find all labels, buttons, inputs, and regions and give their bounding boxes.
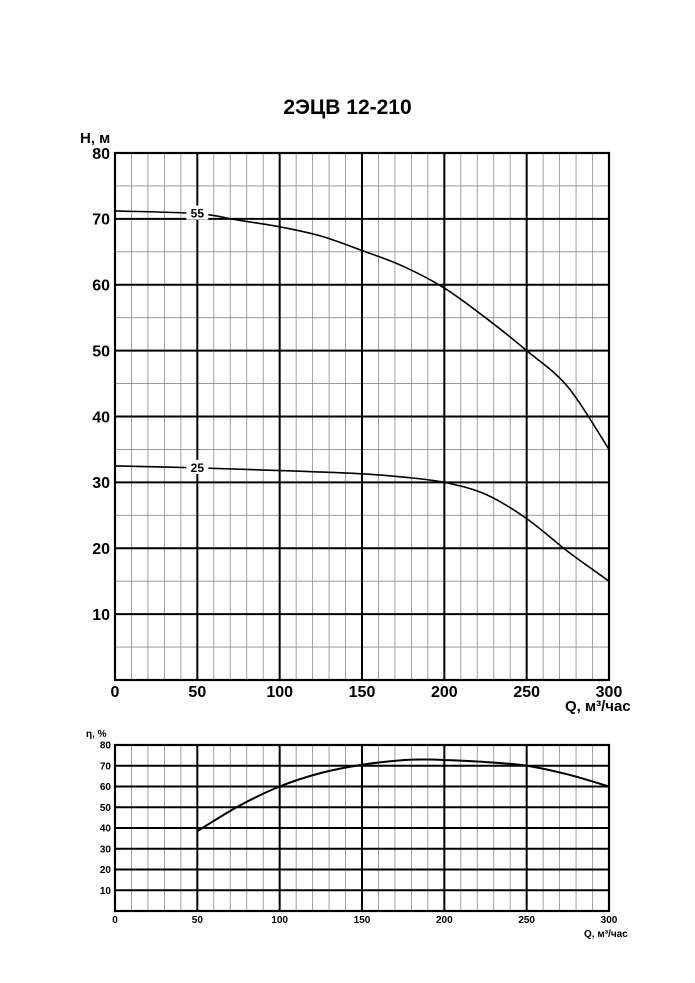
head-series-label-bg [186,205,209,220]
eff-y-tick-label: 30 [100,844,112,855]
head-x-tick-label: 150 [349,684,376,701]
head-y-tick-label: 30 [92,475,110,492]
eff-x-tick-label: 150 [354,915,371,926]
head-x-tick-label: 50 [188,684,206,701]
eff-series-line-0 [196,758,610,832]
head-y-tick-label: 40 [92,409,110,426]
head-series-line-0 [114,210,610,450]
head-y-tick-label: 20 [92,541,110,558]
head-y-axis-label: H, м [80,130,110,147]
head-x-tick-label: 0 [111,684,120,701]
head-plot-frame [113,151,611,682]
eff-x-axis-label: Q, м³/час [584,929,628,940]
eff-y-tick-label: 70 [100,761,112,772]
eff-x-tick-label: 250 [518,915,535,926]
head-y-tick-label: 50 [92,343,110,360]
eff-plot-frame [113,743,611,913]
head-x-axis-label: Q, м³/час [565,698,631,715]
head-y-tick-label: 60 [92,278,110,295]
head-series-line-1 [114,465,610,582]
eff-y-tick-label: 50 [100,803,112,814]
eff-x-tick-label: 300 [601,915,618,926]
head-series-label-0: 55 [191,207,205,221]
eff-x-tick-label: 0 [112,915,118,926]
eff-y-tick-label: 10 [100,886,112,897]
head-x-tick-label: 200 [431,684,458,701]
head-series-label-bg [186,459,209,474]
chart-title: 2ЭЦВ 12-210 [283,96,412,119]
eff-y-tick-label: 20 [100,865,112,876]
head-x-tick-label: 300 [596,684,623,701]
eff-x-tick-label: 100 [271,915,288,926]
head-x-tick-label: 250 [513,684,540,701]
eff-y-axis-label: η, % [86,729,107,740]
head-y-tick-label: 80 [92,146,110,163]
head-y-tick-label: 10 [92,607,110,624]
eff-x-tick-label: 50 [192,915,204,926]
eff-y-tick-label: 60 [100,782,112,793]
head-x-tick-label: 100 [266,684,293,701]
eff-x-tick-label: 200 [436,915,453,926]
head-y-tick-label: 70 [92,212,110,229]
eff-y-tick-label: 40 [100,824,112,835]
head-series-label-1: 25 [191,461,205,475]
eff-y-tick-label: 80 [100,741,112,752]
